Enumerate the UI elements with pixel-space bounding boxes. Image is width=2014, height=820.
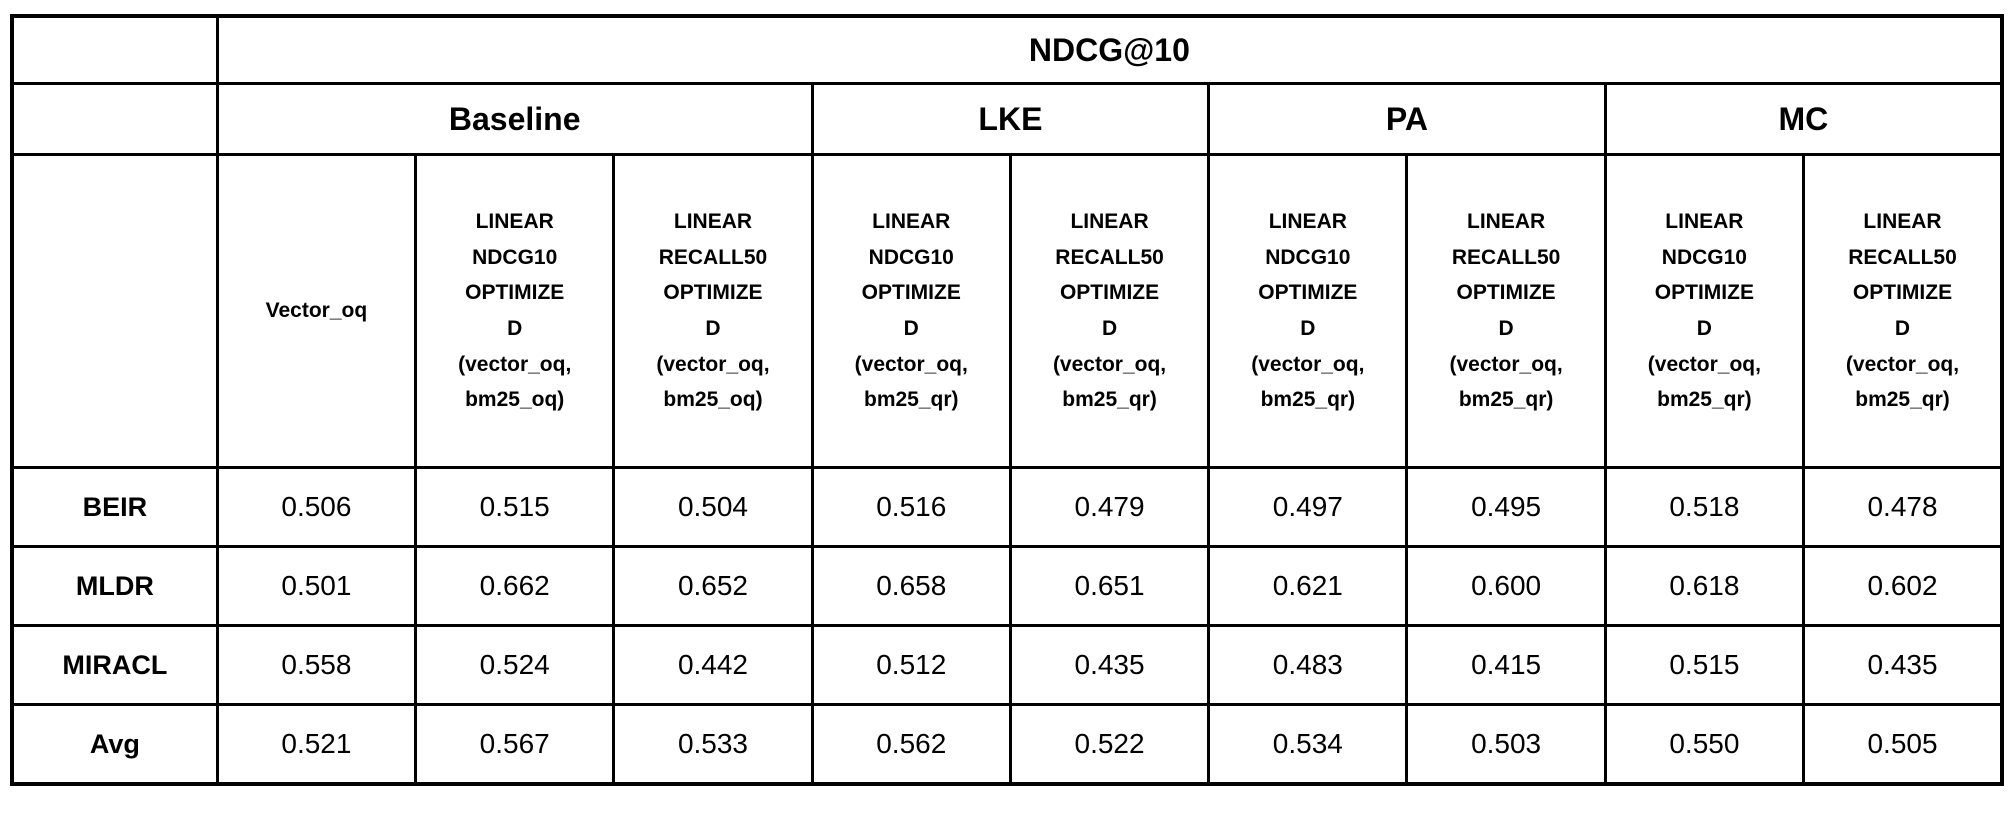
column-header-lke-recall50: LINEAR RECALL50 OPTIMIZE D (vector_oq, b… bbox=[1008, 153, 1211, 469]
table-row-mldr: MLDR 0.501 0.662 0.652 0.658 0.651 0.621… bbox=[10, 545, 2004, 627]
cell-value: 0.501 bbox=[215, 545, 418, 627]
table-row-avg: Avg 0.521 0.567 0.533 0.562 0.522 0.534 … bbox=[10, 703, 2004, 786]
cell-value: 0.652 bbox=[612, 545, 814, 627]
cell-value: 0.522 bbox=[1008, 703, 1211, 786]
cell-value: 0.621 bbox=[1207, 545, 1409, 627]
row-label-avg: Avg bbox=[10, 703, 219, 786]
results-table-container: NDCG@10 Baseline LKE PA MC Vector_oq LIN… bbox=[10, 14, 2004, 786]
group-header-baseline: Baseline bbox=[215, 82, 814, 156]
column-header-row: Vector_oq LINEAR NDCG10 OPTIMIZE D (vect… bbox=[10, 153, 2004, 469]
cell-value: 0.515 bbox=[414, 466, 616, 548]
cell-value: 0.600 bbox=[1405, 545, 1607, 627]
column-header-mc-ndcg10: LINEAR NDCG10 OPTIMIZE D (vector_oq, bm2… bbox=[1603, 153, 1806, 469]
cell-value: 0.602 bbox=[1802, 545, 2004, 627]
row-label-beir: BEIR bbox=[10, 466, 219, 548]
table-row-miracl: MIRACL 0.558 0.524 0.442 0.512 0.435 0.4… bbox=[10, 624, 2004, 706]
column-header-mc-recall50: LINEAR RECALL50 OPTIMIZE D (vector_oq, b… bbox=[1802, 153, 2004, 469]
cell-value: 0.495 bbox=[1405, 466, 1607, 548]
cell-value: 0.435 bbox=[1802, 624, 2004, 706]
cell-value: 0.521 bbox=[215, 703, 418, 786]
cell-value: 0.515 bbox=[1603, 624, 1806, 706]
cell-value: 0.415 bbox=[1405, 624, 1607, 706]
cell-value: 0.435 bbox=[1008, 624, 1211, 706]
group-header-row: Baseline LKE PA MC bbox=[10, 82, 2004, 156]
table-row-beir: BEIR 0.506 0.515 0.504 0.516 0.479 0.497… bbox=[10, 466, 2004, 548]
column-header-pa-ndcg10: LINEAR NDCG10 OPTIMIZE D (vector_oq, bm2… bbox=[1207, 153, 1409, 469]
cell-value: 0.662 bbox=[414, 545, 616, 627]
cell-value: 0.533 bbox=[612, 703, 814, 786]
group-header-pa: PA bbox=[1207, 82, 1607, 156]
cell-value: 0.512 bbox=[810, 624, 1012, 706]
cell-value: 0.550 bbox=[1603, 703, 1806, 786]
column-header-vector-oq: Vector_oq bbox=[215, 153, 418, 469]
table-title: NDCG@10 bbox=[215, 14, 2004, 85]
corner-cell-title bbox=[10, 14, 219, 85]
title-row: NDCG@10 bbox=[10, 14, 2004, 85]
cell-value: 0.478 bbox=[1802, 466, 2004, 548]
group-header-mc: MC bbox=[1603, 82, 2004, 156]
cell-value: 0.651 bbox=[1008, 545, 1211, 627]
cell-value: 0.442 bbox=[612, 624, 814, 706]
corner-cell-groups bbox=[10, 82, 219, 156]
cell-value: 0.618 bbox=[1603, 545, 1806, 627]
cell-value: 0.558 bbox=[215, 624, 418, 706]
row-label-miracl: MIRACL bbox=[10, 624, 219, 706]
column-header-lke-ndcg10: LINEAR NDCG10 OPTIMIZE D (vector_oq, bm2… bbox=[810, 153, 1012, 469]
column-header-baseline-ndcg10: LINEAR NDCG10 OPTIMIZE D (vector_oq, bm2… bbox=[414, 153, 616, 469]
cell-value: 0.504 bbox=[612, 466, 814, 548]
group-header-lke: LKE bbox=[810, 82, 1211, 156]
cell-value: 0.567 bbox=[414, 703, 616, 786]
corner-cell-heads bbox=[10, 153, 219, 469]
cell-value: 0.483 bbox=[1207, 624, 1409, 706]
cell-value: 0.503 bbox=[1405, 703, 1607, 786]
cell-value: 0.479 bbox=[1008, 466, 1211, 548]
cell-value: 0.534 bbox=[1207, 703, 1409, 786]
cell-value: 0.658 bbox=[810, 545, 1012, 627]
column-header-baseline-recall50: LINEAR RECALL50 OPTIMIZE D (vector_oq, b… bbox=[612, 153, 814, 469]
cell-value: 0.524 bbox=[414, 624, 616, 706]
cell-value: 0.506 bbox=[215, 466, 418, 548]
cell-value: 0.518 bbox=[1603, 466, 1806, 548]
ndcg-results-table: NDCG@10 Baseline LKE PA MC Vector_oq LIN… bbox=[10, 14, 2004, 786]
cell-value: 0.497 bbox=[1207, 466, 1409, 548]
cell-value: 0.562 bbox=[810, 703, 1012, 786]
cell-value: 0.516 bbox=[810, 466, 1012, 548]
row-label-mldr: MLDR bbox=[10, 545, 219, 627]
cell-value: 0.505 bbox=[1802, 703, 2004, 786]
column-header-pa-recall50: LINEAR RECALL50 OPTIMIZE D (vector_oq, b… bbox=[1405, 153, 1607, 469]
